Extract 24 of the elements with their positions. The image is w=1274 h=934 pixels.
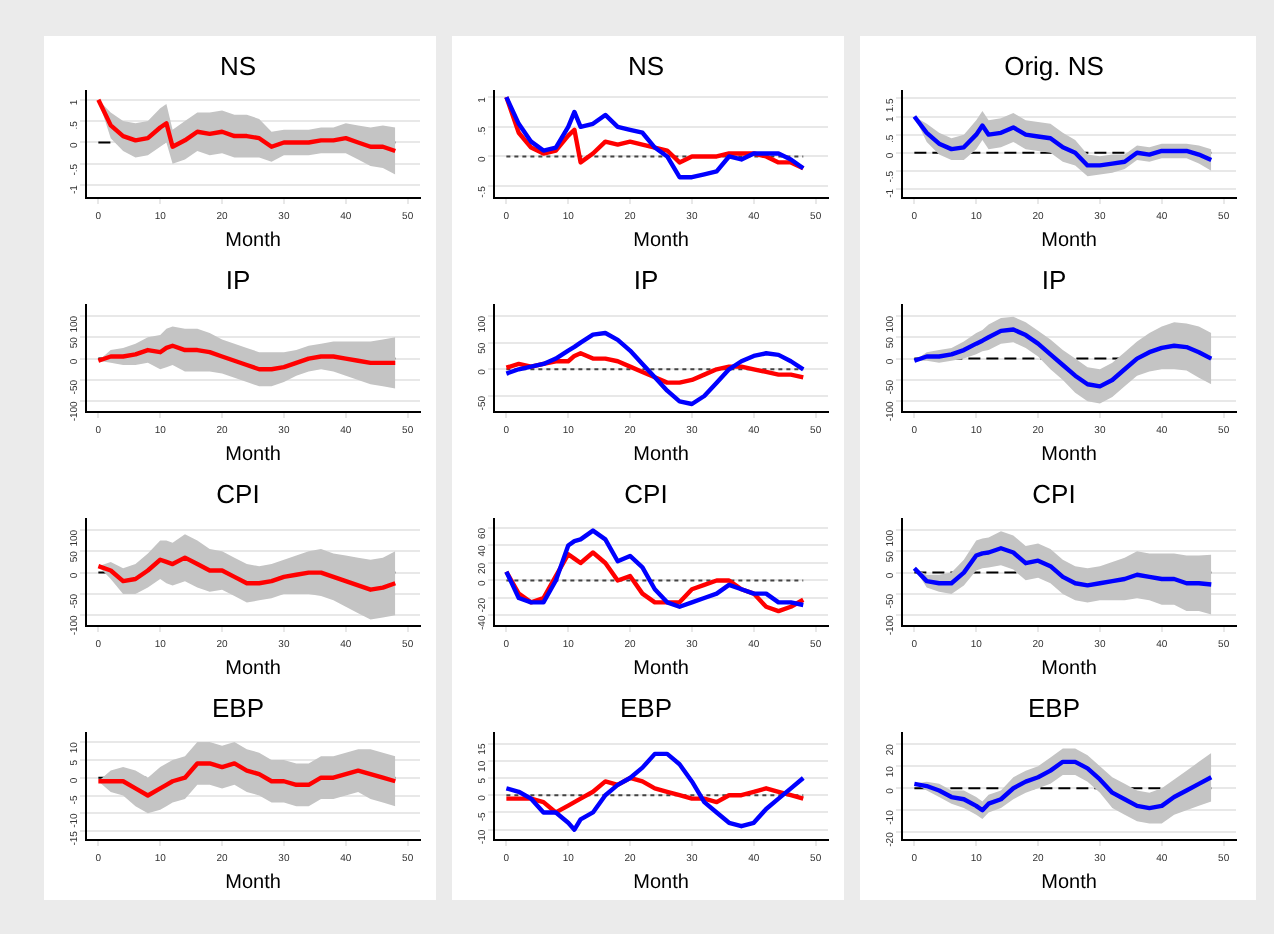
chart-title: CPI — [216, 478, 260, 509]
x-axis-title: Month — [633, 657, 689, 680]
x-axis-title: Month — [1041, 443, 1097, 466]
chart-title: NS — [219, 50, 257, 81]
chart-title: IP — [1041, 264, 1067, 295]
x-axis-title: Month — [225, 229, 281, 252]
chart-title: EBP — [619, 692, 673, 723]
x-axis-title: Month — [225, 871, 281, 894]
x-axis-title: Month — [633, 443, 689, 466]
chart-title: EBP — [211, 692, 265, 723]
chart-title: EBP — [1027, 692, 1081, 723]
chart-title: IP — [633, 264, 659, 295]
x-axis-title: Month — [1041, 657, 1097, 680]
x-axis-title: Month — [633, 871, 689, 894]
chart-title: CPI — [1032, 478, 1076, 509]
chart-title: CPI — [624, 478, 668, 509]
chart-title: IP — [225, 264, 251, 295]
x-axis-title: Month — [633, 229, 689, 252]
chart-title: NS — [627, 50, 665, 81]
x-axis-title: Month — [225, 657, 281, 680]
x-axis-title: Month — [1041, 871, 1097, 894]
x-axis-title: Month — [1041, 229, 1097, 252]
chart-title: Orig. NS — [1004, 50, 1105, 81]
x-axis-title: Month — [225, 443, 281, 466]
